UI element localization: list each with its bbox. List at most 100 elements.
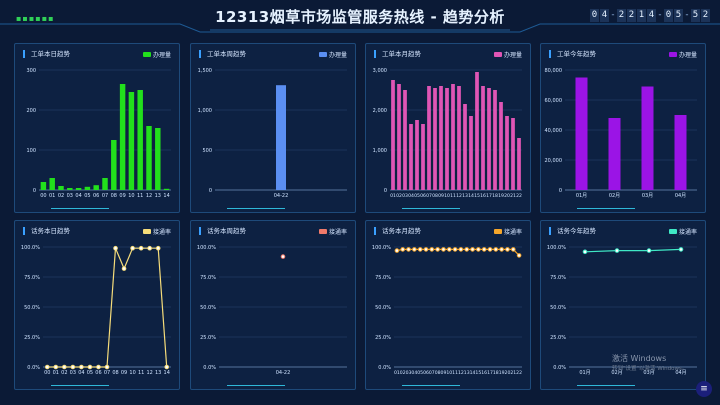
chart-legend[interactable]: 接通率: [318, 227, 347, 236]
y-tick-label: 0: [559, 188, 562, 194]
panel-underline: [51, 208, 109, 209]
chart-legend[interactable]: 办理量: [318, 50, 347, 59]
data-point: [121, 266, 127, 271]
bar: [391, 80, 395, 190]
y-tick-label: 300: [26, 68, 36, 74]
panel-underline: [51, 385, 109, 386]
bar: [67, 188, 73, 190]
clock-digit: -: [657, 10, 663, 20]
y-tick-label: 25.0%: [24, 335, 40, 341]
bar: [487, 88, 491, 190]
bar: [119, 84, 126, 190]
data-point: [646, 248, 652, 253]
x-tick-label: 01月: [576, 193, 587, 199]
x-tick-label: 01月: [579, 370, 590, 376]
series-line: [47, 247, 168, 368]
x-tick-label: 10: [128, 193, 134, 199]
x-tick-label: 06: [93, 193, 99, 199]
x-tick-label: 05: [84, 193, 90, 199]
data-point: [458, 247, 464, 252]
bar: [505, 116, 509, 190]
x-tick-label: 04: [408, 193, 414, 199]
chart-svg: 0.0%25.0%50.0%75.0%100.0%00 01 02 03 04 05 06 0…: [21, 245, 171, 376]
data-point: [155, 245, 161, 251]
legend-label: 接通率: [328, 229, 347, 236]
legend-swatch: [493, 229, 502, 234]
x-tick-label: 02: [400, 370, 406, 376]
bar: [427, 86, 431, 190]
y-tick-label: 50.0%: [550, 305, 566, 311]
x-tick-label: 01: [53, 370, 59, 376]
chart-panel-p2: 工单本周趋势 办理量 0 500 1,000 1,500 04-22: [190, 43, 356, 213]
y-tick-label: 100: [26, 148, 36, 154]
y-tick-label: 100.0%: [547, 245, 566, 251]
bar: [102, 178, 108, 190]
chart-legend[interactable]: 办理量: [493, 50, 522, 59]
data-point: [470, 247, 475, 252]
y-tick-label: 0.0%: [553, 365, 566, 371]
y-tick-label: 40,000: [545, 128, 563, 134]
data-point: [400, 247, 406, 252]
y-tick-label: 60,000: [545, 98, 563, 104]
data-point: [70, 364, 76, 370]
chart-panel-p1: 工单本日趋势 办理量 0 100 200 300 00 01 02 03 04 05 06 07 08 09 1…: [14, 43, 180, 213]
x-tick-label: 19: [499, 370, 505, 376]
x-tick-label: 03: [402, 193, 408, 199]
chart-svg: 0.0% 25.0% 50.0% 75.0% 100.0% 04-22: [197, 245, 347, 376]
x-tick-label: 12: [146, 193, 152, 199]
panel-underline: [577, 208, 635, 209]
data-point: [499, 247, 504, 252]
x-tick-label: 09: [438, 193, 444, 199]
y-tick-label: 500: [202, 148, 212, 154]
y-tick-label: 100.0%: [197, 245, 216, 251]
menu-icon[interactable]: ≡: [696, 381, 712, 397]
bar: [457, 86, 461, 190]
panel-underline: [227, 385, 285, 386]
chart-legend[interactable]: 接通率: [142, 227, 171, 236]
chart-title: 话务本周趋势: [199, 227, 246, 235]
x-tick-label: 13: [155, 370, 161, 376]
bar: [493, 90, 497, 190]
x-tick-label: 22: [516, 193, 522, 199]
bar: [463, 104, 467, 190]
data-point: [164, 364, 170, 370]
data-point: [452, 247, 458, 252]
panel-underline: [577, 385, 635, 386]
bar: [575, 77, 588, 190]
y-tick-label: 75.0%: [200, 275, 216, 281]
y-tick-label: 3,000: [373, 68, 387, 74]
legend-label: 办理量: [152, 52, 171, 59]
x-tick-label: 08: [112, 370, 118, 376]
chart-legend[interactable]: 接通率: [668, 227, 697, 236]
x-tick-label: 02: [61, 370, 67, 376]
x-tick-label: 07: [104, 370, 110, 376]
y-tick-label: 1,500: [198, 68, 212, 74]
windows-activation-watermark: 激活 Windows 转到"设置"以激活 Windows。: [612, 353, 687, 372]
chart-title: 工单本月趋势: [374, 50, 421, 58]
y-tick-label: 80,000: [545, 68, 563, 74]
chart-legend[interactable]: 办理量: [142, 50, 171, 59]
y-tick-label: 25.0%: [550, 335, 566, 341]
data-point: [147, 245, 152, 251]
data-point: [130, 245, 135, 251]
chart-legend[interactable]: 接通率: [493, 227, 522, 236]
chart-legend[interactable]: 办理量: [668, 50, 697, 59]
bar: [84, 186, 91, 190]
bar: [75, 188, 82, 190]
x-tick-label: 11: [450, 193, 456, 199]
y-tick-label: 25.0%: [375, 335, 391, 341]
y-tick-label: 200: [26, 108, 36, 114]
x-tick-label: 21: [510, 370, 516, 376]
data-point: [510, 247, 516, 252]
watermark-line2: 转到"设置"以激活 Windows。: [612, 366, 688, 372]
clock-digit: 1: [637, 9, 646, 22]
data-point: [44, 364, 50, 370]
chart-title: 话务本月趋势: [374, 227, 421, 235]
clock-digit: 2: [617, 9, 626, 22]
bar: [517, 138, 521, 190]
bar: [276, 85, 286, 190]
clock-digit: 4: [600, 9, 609, 22]
bar: [146, 126, 152, 190]
